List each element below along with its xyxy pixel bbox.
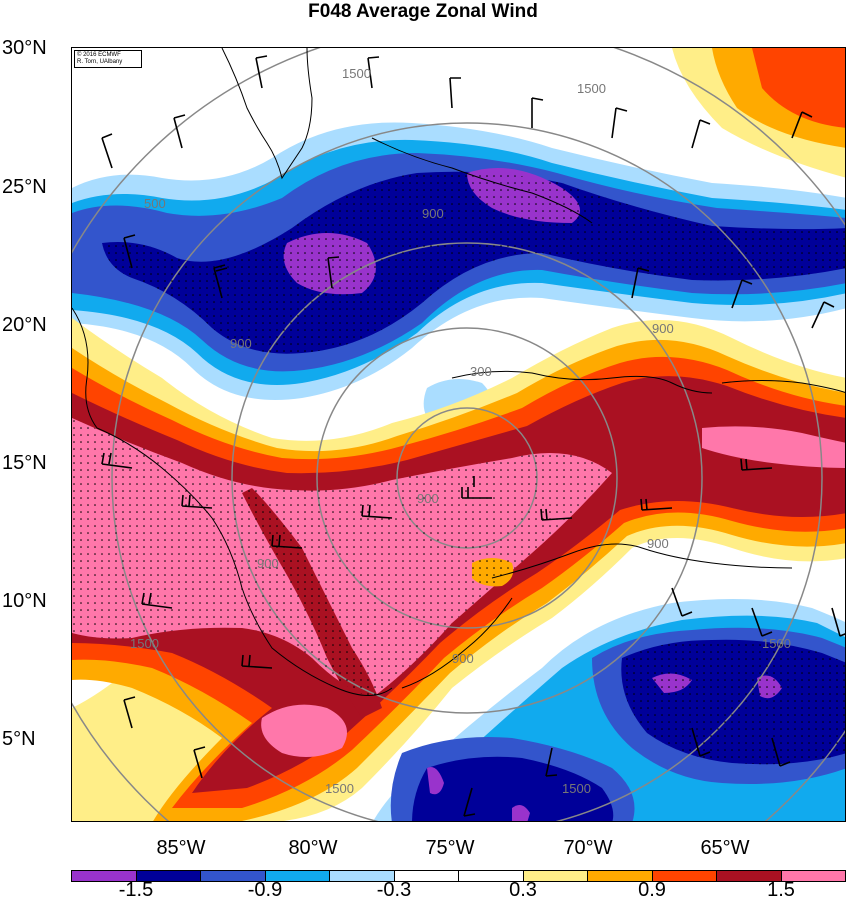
- contour-label: 900: [417, 491, 439, 506]
- colorbar-segment: [523, 871, 588, 881]
- chart-title: F048 Average Zonal Wind: [308, 1, 538, 22]
- lon-label-65w: 65°W: [700, 837, 750, 859]
- credit-line-2: R. Torn, UAlbany: [77, 59, 123, 65]
- colorbar-label: -1.5: [118, 879, 154, 901]
- colorbar-label: 1.5: [767, 879, 795, 901]
- colorbar-segment: [781, 871, 845, 881]
- lat-label-5n: 5°N: [2, 728, 36, 750]
- colorbar-segment: [201, 871, 266, 881]
- contour-label: 900: [647, 536, 669, 551]
- colorbar-segment: [588, 871, 653, 881]
- contour-label: 1500: [577, 81, 606, 96]
- lon-label-80w: 80°W: [288, 837, 338, 859]
- contour-label: 1500: [325, 781, 354, 796]
- colorbar-segment: [652, 871, 717, 881]
- colorbar-segment: [717, 871, 782, 881]
- lon-label-85w: 85°W: [156, 837, 206, 859]
- colorbar-label: -0.3: [376, 879, 412, 901]
- contour-label: 1500: [562, 781, 591, 796]
- lat-label-15n: 15°N: [2, 452, 47, 474]
- lat-label-30n: 30°N: [2, 37, 47, 59]
- colorbar-segment: [265, 871, 330, 881]
- colorbar-segment: [136, 871, 201, 881]
- contour-label: 300: [470, 364, 492, 379]
- contour-label: 900: [422, 206, 444, 221]
- lon-label-70w: 70°W: [563, 837, 613, 859]
- colorbar-label: 0.9: [638, 879, 666, 901]
- credit-line-1: © 2016 ECMWF: [77, 52, 121, 58]
- zonal-wind-map: 1500 1500 500 900 900 900 900 300 900 90…: [72, 48, 845, 821]
- colorbar-label: -0.9: [247, 879, 283, 901]
- contour-label: 900: [230, 336, 252, 351]
- colorbar-segment: [394, 871, 459, 881]
- contour-label: 1500: [762, 636, 791, 651]
- lon-label-75w: 75°W: [425, 837, 475, 859]
- colorbar-segment: [459, 871, 524, 881]
- map-panel: 1500 1500 500 900 900 900 900 300 900 90…: [71, 47, 846, 822]
- contour-label: 900: [652, 321, 674, 336]
- contour-label: 900: [257, 556, 279, 571]
- contour-label: 1500: [130, 636, 159, 651]
- colorbar-segment: [330, 871, 395, 881]
- colorbar: [71, 870, 846, 882]
- contour-label: 1500: [342, 66, 371, 81]
- credit-box: © 2016 ECMWF R. Torn, UAlbany: [74, 50, 142, 68]
- colorbar-label: 0.3: [509, 879, 537, 901]
- contour-label: 500: [144, 196, 166, 211]
- lat-label-20n: 20°N: [2, 314, 47, 336]
- lat-label-25n: 25°N: [2, 176, 47, 198]
- contour-label: 900: [452, 651, 474, 666]
- colorbar-segment: [72, 871, 137, 881]
- lat-label-10n: 10°N: [2, 590, 47, 612]
